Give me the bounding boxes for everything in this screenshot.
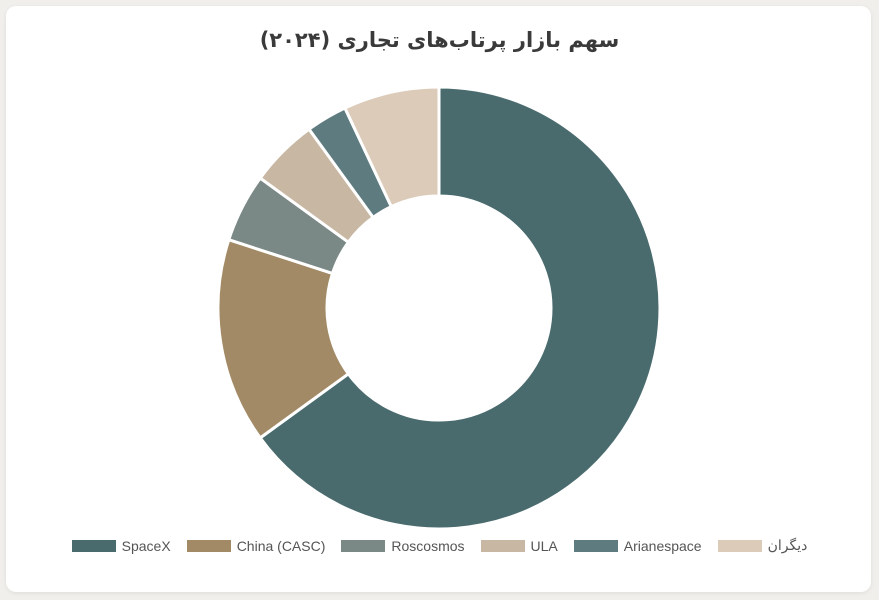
legend-item-3[interactable]: Roscosmos (341, 537, 465, 554)
legend-item-5[interactable]: Arianespace (573, 537, 702, 554)
chart-title: سهم بازار پرتاب‌های تجاری (۲۰۲۴) (259, 28, 620, 52)
slice-1[interactable] (258, 85, 662, 531)
legend-label: ULA (530, 537, 558, 554)
legend-label: Roscosmos (391, 537, 465, 554)
legend-item-6[interactable]: دیگران (717, 537, 808, 554)
legend-label: دیگران (767, 537, 808, 553)
legend-label: Arianespace (623, 537, 702, 554)
legend-label: SpaceX (121, 537, 171, 554)
slice-6[interactable] (342, 85, 441, 209)
legend-item-4[interactable]: ULA (480, 537, 558, 554)
slice-2[interactable] (216, 237, 351, 440)
legend-item-2[interactable]: China (CASC) (186, 537, 326, 554)
chart-legend: SpaceX China (CASC) Roscosmos ULA Arianespac… (0, 537, 879, 554)
legend-item-1[interactable]: SpaceX (71, 537, 171, 554)
legend-swatch (71, 539, 116, 552)
legend-label: China (CASC) (236, 537, 326, 554)
legend-swatch (341, 539, 386, 552)
legend-swatch (573, 539, 618, 552)
legend-swatch (480, 539, 525, 552)
legend-swatch (186, 539, 231, 552)
legend-swatch (717, 539, 762, 552)
